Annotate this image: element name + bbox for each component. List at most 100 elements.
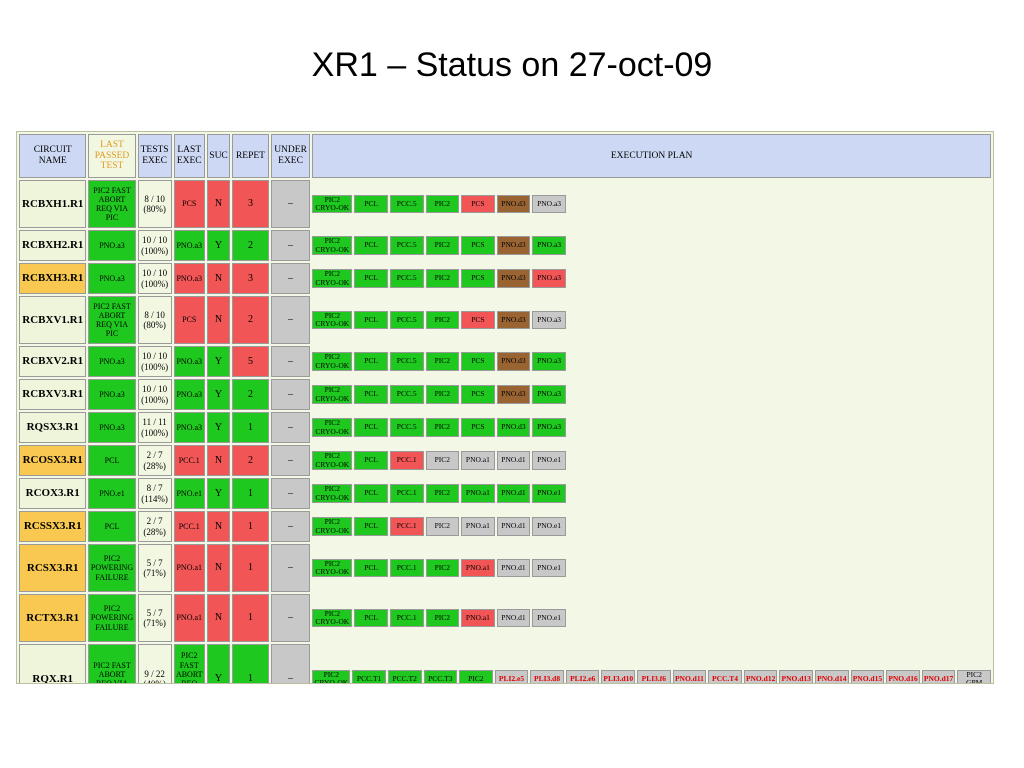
plan-steps: PIC2 CRYO-OK PCL PCC.5 PIC2 PCS PNO.d3 PNO.a3: [312, 385, 991, 404]
execution-plan: PIC2 CRYO-OK PCL PCC.1 PIC2 PNO.a1 PNO.d1 PNO.…: [312, 511, 991, 542]
plan-step: PNO.d15: [850, 669, 885, 683]
status-cell: PNO.a1: [173, 594, 205, 642]
plan-step: PLI2.e6: [565, 669, 600, 683]
plan-step: PNO.d1: [496, 608, 531, 628]
plan-step: PNO.d3: [496, 385, 531, 404]
circuit-name: RCBXV1.R1: [19, 296, 87, 344]
plan-step: PIC2: [425, 310, 460, 330]
plan-step: PIC2: [425, 269, 460, 288]
status-cell: 10 / 10 (100%): [137, 263, 172, 294]
plan-step: PIC2 CRYO-OK: [312, 269, 353, 288]
circuit-row: RCOX3.R1 PNO.e1 8 / 7 (114%) PNO.e1 Y 1– PIC2 …: [19, 478, 991, 509]
status-cell: 8 / 10 (80%): [137, 180, 172, 228]
plan-step: PCL: [354, 558, 388, 578]
plan-step: PCC.T2: [387, 669, 422, 683]
plan-steps: PIC2 CRYO-OK PCL PCC.5 PIC2 PCS PNO.d3 PNO.a3: [312, 194, 991, 214]
plan-step: PNO.d12: [743, 669, 778, 683]
status-cell: PNO.a3: [88, 230, 136, 261]
status-cell: PNO.a3: [173, 230, 205, 261]
plan-step: PIC2 CRYO-OK: [312, 558, 353, 578]
plan-step: PCL: [354, 484, 388, 503]
plan-steps: PIC2 CRYO-OK PCL PCC.5 PIC2 PCS PNO.d3 PNO.a3: [312, 418, 991, 437]
plan-step: PIC2 CRYO-OK: [312, 352, 353, 371]
plan-steps: PIC2 CRYO-OK PCL PCC.5 PIC2 PCS PNO.d3 PNO.a3: [312, 236, 991, 255]
plan-steps: PIC2 CRYO-OK PCL PCC.5 PIC2 PCS PNO.d3 PNO.a3: [312, 310, 991, 330]
status-cell: PCL: [88, 511, 136, 542]
status-cell: 1: [232, 412, 269, 443]
plan-step: PNO.a1: [461, 484, 495, 503]
plan-step: PIC2 CRYO-OK: [312, 236, 353, 255]
status-cell: PNO.a3: [88, 346, 136, 377]
execution-plan: PIC2 CRYO-OK PCL PCC.1 PIC2 PNO.a1 PNO.d1 PNO.…: [312, 544, 991, 592]
status-cell: –: [270, 230, 311, 261]
plan-step: PNO.a1: [461, 517, 495, 536]
status-cell: 2: [232, 445, 269, 476]
plan-step: PCL: [354, 352, 388, 371]
status-cell: 10 / 10 (100%): [137, 379, 172, 410]
plan-step: PNO.a1: [461, 608, 495, 628]
plan-step: PCC.5: [389, 194, 424, 214]
header-row: CIRCUIT NAME LAST PASSED TEST TESTS EXEC LA…: [19, 134, 991, 178]
status-cell: PNO.e1: [173, 478, 205, 509]
status-cell: –: [270, 478, 311, 509]
plan-step: PIC2: [425, 608, 460, 628]
plan-step: PNO.e1: [532, 608, 566, 628]
circuit-row: RCTX3.R1 PIC2 POWERING FAILURE 5 / 7 (71%)…: [19, 594, 991, 642]
status-cell: 1: [232, 511, 269, 542]
plan-step: PNO.a3: [532, 269, 566, 288]
plan-step: PIC2 CRYO-OK: [312, 669, 351, 683]
status-cell: 2: [232, 296, 269, 344]
plan-step: PCS: [461, 418, 495, 437]
status-cell: 11 / 11 (100%): [137, 412, 172, 443]
plan-step: PNO.e1: [532, 517, 566, 536]
plan-steps: PIC2 CRYO-OK PCL PCC.5 PIC2 PCS PNO.d3 PNO.a3: [312, 352, 991, 371]
circuit-row: RCOSX3.R1 PCL 2 / 7 (28%) PCC.1 N 2– PIC2 CRYO…: [19, 445, 991, 476]
plan-step: PIC2 CRYO-OK: [312, 517, 353, 536]
status-cell: –: [270, 511, 311, 542]
status-cell: 8 / 7 (114%): [137, 478, 172, 509]
status-cell: 2: [232, 230, 269, 261]
status-cell: –: [270, 296, 311, 344]
status-cell: PIC2 FAST ABORT REQ VIA PIC: [88, 296, 136, 344]
status-cell: PNO.a3: [173, 379, 205, 410]
plan-step: PCL: [354, 194, 388, 214]
plan-step: PNO.d1: [496, 451, 531, 470]
plan-step: PIC2: [425, 194, 460, 214]
plan-step: PIC2: [459, 669, 493, 683]
plan-step: PNO.d3: [496, 269, 531, 288]
plan-step: PCC.5: [389, 269, 424, 288]
circuit-name: RCBXV3.R1: [19, 379, 87, 410]
plan-step: PCC.5: [389, 236, 424, 255]
circuit-name: RCSSX3.R1: [19, 511, 87, 542]
circuit-name: RCBXV2.R1: [19, 346, 87, 377]
plan-step: PIC2: [425, 517, 460, 536]
plan-steps: PIC2 CRYO-OK PCL PCC.1 PIC2 PNO.a1 PNO.d1 PNO.…: [312, 451, 991, 470]
plan-step: PIC2: [425, 352, 460, 371]
header-cell: CIRCUIT NAME: [19, 134, 87, 178]
plan-step: PCL: [354, 517, 388, 536]
plan-step: PLI3.d10: [601, 669, 636, 683]
plan-step: PNO.a1: [461, 451, 495, 470]
status-cell: PNO.a3: [173, 263, 205, 294]
plan-step: PIC2: [425, 236, 460, 255]
plan-step: PCS: [461, 236, 495, 255]
status-cell: PNO.a3: [88, 379, 136, 410]
status-cell: –: [270, 544, 311, 592]
plan-step: PNO.d1: [496, 484, 531, 503]
status-cell: PCC.1: [173, 445, 205, 476]
circuit-name: RCOX3.R1: [19, 478, 87, 509]
execution-plan: PIC2 CRYO-OK PCL PCC.5 PIC2 PCS PNO.d3 PNO.a3: [312, 346, 991, 377]
status-cell: PCL: [88, 445, 136, 476]
plan-step: PNO.a3: [532, 352, 566, 371]
execution-plan: PIC2 CRYO-OK PCL PCC.5 PIC2 PCS PNO.d3 PNO.a3: [312, 180, 991, 228]
plan-step: PNO.e1: [532, 558, 566, 578]
status-cell: PNO.a3: [88, 412, 136, 443]
header-cell: REPET: [232, 134, 269, 178]
circuit-name: RCBXH1.R1: [19, 180, 87, 228]
status-cell: 3: [232, 180, 269, 228]
plan-step: PLI2.e5: [494, 669, 529, 683]
header-cell: UNDER EXEC: [270, 134, 311, 178]
plan-step: PNO.d3: [496, 352, 531, 371]
status-cell: 10 / 10 (100%): [137, 346, 172, 377]
plan-step: PIC2 CRYO-OK: [312, 194, 353, 214]
